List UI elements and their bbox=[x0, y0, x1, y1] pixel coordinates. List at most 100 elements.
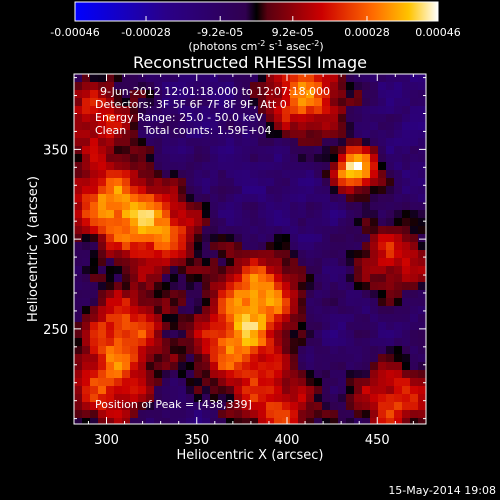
heatmap-cell bbox=[314, 122, 322, 130]
heatmap-cell bbox=[90, 122, 98, 130]
colorbar-tick-label: 0.00028 bbox=[344, 26, 390, 39]
heatmap-cell bbox=[386, 114, 394, 122]
heatmap-cell bbox=[178, 418, 186, 424]
heatmap-cell bbox=[210, 90, 218, 98]
heatmap-cell bbox=[170, 386, 178, 394]
heatmap-cell bbox=[290, 282, 298, 290]
heatmap-cell bbox=[170, 266, 178, 274]
heatmap-cell bbox=[274, 234, 282, 242]
heatmap-cell bbox=[170, 250, 178, 258]
heatmap-cell bbox=[202, 410, 210, 418]
heatmap-cell bbox=[74, 362, 82, 370]
heatmap-cell bbox=[402, 410, 410, 418]
heatmap-cell bbox=[226, 154, 234, 162]
heatmap-cell bbox=[338, 402, 346, 410]
heatmap-cell bbox=[338, 386, 346, 394]
heatmap-cell bbox=[234, 282, 242, 290]
heatmap-cell bbox=[418, 354, 426, 362]
heatmap-cell bbox=[322, 218, 330, 226]
heatmap-cell bbox=[154, 394, 162, 402]
heatmap-cell bbox=[98, 170, 106, 178]
heatmap-cell bbox=[186, 130, 194, 138]
heatmap-cell bbox=[330, 290, 338, 298]
heatmap-cell bbox=[138, 114, 146, 122]
heatmap-cell bbox=[194, 258, 202, 266]
heatmap-cell bbox=[354, 186, 362, 194]
heatmap-cell bbox=[258, 298, 266, 306]
heatmap-cell bbox=[322, 306, 330, 314]
heatmap-cell bbox=[306, 202, 314, 210]
heatmap-cell bbox=[170, 90, 178, 98]
x-axis-label: Heliocentric X (arcsec) bbox=[177, 448, 324, 463]
heatmap-cell bbox=[314, 418, 322, 424]
heatmap-cell bbox=[186, 98, 194, 106]
heatmap-cell bbox=[258, 122, 266, 130]
heatmap-cell bbox=[138, 298, 146, 306]
heatmap-cell bbox=[282, 354, 290, 362]
heatmap-cell bbox=[202, 106, 210, 114]
heatmap-cell bbox=[98, 282, 106, 290]
heatmap-cell bbox=[234, 394, 242, 402]
heatmap-cell bbox=[410, 146, 418, 154]
heatmap-cell bbox=[354, 274, 362, 282]
heatmap-cell bbox=[274, 258, 282, 266]
heatmap-cell bbox=[74, 202, 82, 210]
heatmap-cell bbox=[282, 346, 290, 354]
heatmap-cell bbox=[362, 186, 370, 194]
heatmap-cell bbox=[330, 162, 338, 170]
heatmap-cell bbox=[274, 338, 282, 346]
heatmap-cell bbox=[242, 226, 250, 234]
heatmap-cell bbox=[394, 306, 402, 314]
heatmap-cell bbox=[178, 242, 186, 250]
heatmap-cell bbox=[266, 170, 274, 178]
heatmap-cell bbox=[114, 194, 122, 202]
heatmap-cell bbox=[170, 234, 178, 242]
heatmap-cell bbox=[394, 274, 402, 282]
heatmap-cell bbox=[362, 338, 370, 346]
heatmap-cell bbox=[410, 178, 418, 186]
heatmap-cell bbox=[362, 194, 370, 202]
heatmap-cell bbox=[418, 114, 426, 122]
heatmap-cell bbox=[154, 250, 162, 258]
heatmap-cell bbox=[194, 322, 202, 330]
heatmap-cell bbox=[338, 98, 346, 106]
heatmap-cell bbox=[146, 410, 154, 418]
heatmap-cell bbox=[394, 234, 402, 242]
heatmap-cell bbox=[242, 202, 250, 210]
heatmap-cell bbox=[394, 154, 402, 162]
heatmap-cell bbox=[178, 362, 186, 370]
heatmap-cell bbox=[314, 306, 322, 314]
heatmap-cell bbox=[114, 146, 122, 154]
heatmap-cell bbox=[106, 314, 114, 322]
heatmap-cell bbox=[314, 154, 322, 162]
heatmap-cell bbox=[130, 154, 138, 162]
heatmap-cell bbox=[402, 194, 410, 202]
heatmap-cell bbox=[98, 242, 106, 250]
heatmap-cell bbox=[178, 330, 186, 338]
heatmap-cell bbox=[170, 354, 178, 362]
heatmap-cell bbox=[178, 202, 186, 210]
heatmap-cell bbox=[162, 274, 170, 282]
heatmap-cell bbox=[186, 386, 194, 394]
heatmap-cell bbox=[386, 162, 394, 170]
heatmap-cell bbox=[338, 370, 346, 378]
heatmap-cell bbox=[202, 386, 210, 394]
heatmap-cell bbox=[98, 210, 106, 218]
heatmap-cell bbox=[146, 258, 154, 266]
heatmap-cell bbox=[234, 210, 242, 218]
heatmap-cell bbox=[226, 322, 234, 330]
heatmap-cell bbox=[162, 306, 170, 314]
heatmap-cell bbox=[354, 162, 362, 170]
heatmap-cell bbox=[322, 90, 330, 98]
heatmap-cell bbox=[242, 210, 250, 218]
heatmap-cell bbox=[322, 258, 330, 266]
heatmap-cell bbox=[410, 354, 418, 362]
heatmap-cell bbox=[290, 106, 298, 114]
heatmap-cell bbox=[98, 290, 106, 298]
heatmap-cell bbox=[378, 418, 386, 424]
heatmap-cell bbox=[210, 362, 218, 370]
heatmap-cell bbox=[82, 354, 90, 362]
heatmap-cell bbox=[146, 218, 154, 226]
heatmap-cell bbox=[282, 362, 290, 370]
heatmap-cell bbox=[330, 330, 338, 338]
